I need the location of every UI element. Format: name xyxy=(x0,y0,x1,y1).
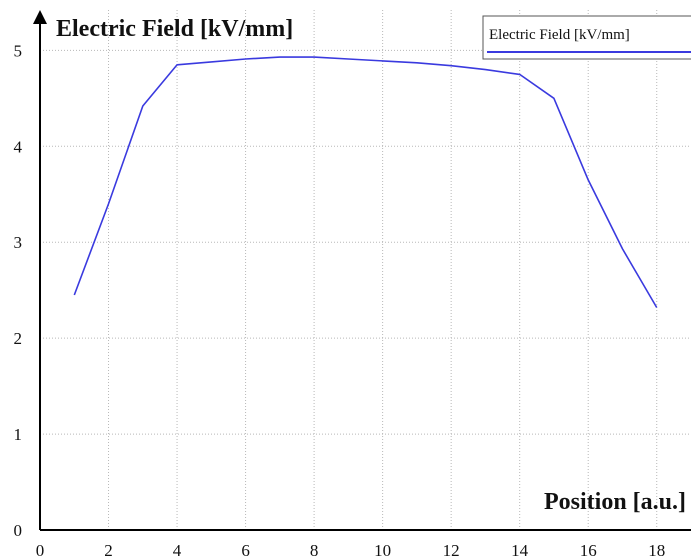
grid xyxy=(40,10,691,530)
x-tick-label: 0 xyxy=(36,541,45,560)
y-tick-label: 3 xyxy=(14,233,23,252)
x-tick-label: 6 xyxy=(241,541,250,560)
y-axis-arrow-icon xyxy=(33,10,47,24)
legend-entry-label: Electric Field [kV/mm] xyxy=(489,27,630,43)
y-tick-labels: 0 1 2 3 4 5 xyxy=(14,41,23,540)
series-layer xyxy=(73,56,658,308)
x-tick-label: 12 xyxy=(443,541,460,560)
x-axis-title: Position [a.u.] xyxy=(544,489,686,515)
x-tick-label: 18 xyxy=(648,541,665,560)
x-tick-labels: 0 2 4 6 8 10 12 14 16 18 xyxy=(36,541,665,560)
axes xyxy=(33,10,691,531)
y-tick-label: 1 xyxy=(14,425,23,444)
x-tick-label: 10 xyxy=(374,541,391,560)
legend: Electric Field [kV/mm] xyxy=(482,15,691,60)
y-tick-label: 5 xyxy=(14,41,23,60)
x-tick-label: 4 xyxy=(173,541,182,560)
x-tick-label: 14 xyxy=(511,541,529,560)
x-tick-label: 8 xyxy=(310,541,319,560)
y-tick-label: 2 xyxy=(14,329,23,348)
y-tick-label: 4 xyxy=(14,137,23,156)
y-tick-label: 0 xyxy=(14,521,23,540)
x-tick-label: 2 xyxy=(104,541,113,560)
x-tick-label: 16 xyxy=(580,541,597,560)
y-axis-title: Electric Field [kV/mm] xyxy=(56,16,293,42)
series-line-electric-field xyxy=(73,56,658,308)
